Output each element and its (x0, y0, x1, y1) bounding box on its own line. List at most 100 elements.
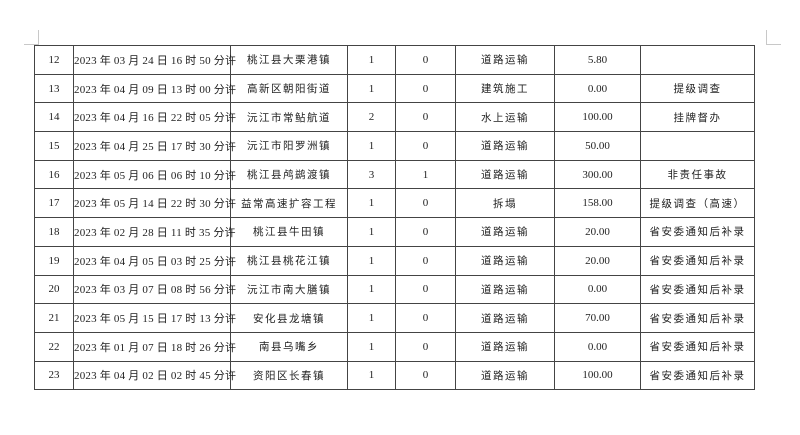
table-row: 22 2023 年 01 月 07 日 18 时 26 分许 南县乌嘴乡 1 0… (34, 331, 755, 362)
cell-time: 2023 年 04 月 02 日 02 时 45 分许 (73, 360, 236, 391)
cell-type: 建筑施工 (455, 73, 555, 104)
cell-injured: 1 (395, 159, 456, 190)
cell-note: 省安委通知后补录 (640, 274, 755, 305)
cell-place: 高新区朝阳街道 (230, 73, 348, 104)
cell-time: 2023 年 04 月 05 日 03 时 25 分许 (73, 245, 236, 276)
cell-type: 道路运输 (455, 303, 555, 333)
cell-loss: 300.00 (554, 159, 641, 190)
cell-type: 道路运输 (455, 159, 555, 190)
table-row: 13 2023 年 04 月 09 日 13 时 00 分许 高新区朝阳街道 1… (34, 73, 755, 104)
cell-time: 2023 年 04 月 09 日 13 时 00 分许 (73, 73, 236, 104)
table-row: 23 2023 年 04 月 02 日 02 时 45 分许 资阳区长春镇 1 … (34, 360, 755, 391)
cell-loss: 100.00 (554, 360, 641, 391)
cell-type: 水上运输 (455, 102, 555, 133)
cell-place: 沅江市阳罗洲镇 (230, 131, 348, 161)
cell-loss: 158.00 (554, 188, 641, 219)
cell-note: 挂牌督办 (640, 102, 755, 133)
page-corner-mark-right (766, 30, 781, 45)
cell-deaths: 1 (347, 274, 396, 305)
cell-injured: 0 (395, 73, 456, 104)
table-row: 16 2023 年 05 月 06 日 06 时 10 分许 桃江县鸬鹚渡镇 3… (34, 159, 755, 190)
cell-injured: 0 (395, 303, 456, 333)
cell-place: 沅江市常鲇航道 (230, 102, 348, 133)
cell-injured: 0 (395, 131, 456, 161)
cell-number: 13 (34, 73, 74, 104)
cell-note: 省安委通知后补录 (640, 303, 755, 333)
cell-deaths: 1 (347, 331, 396, 362)
cell-number: 15 (34, 131, 74, 161)
cell-loss: 0.00 (554, 331, 641, 362)
cell-note (640, 45, 755, 75)
cell-place: 桃江县大栗港镇 (230, 45, 348, 75)
table-row: 17 2023 年 05 月 14 日 22 时 30 分许 益常高速扩容工程 … (34, 188, 755, 219)
cell-type: 道路运输 (455, 45, 555, 75)
cell-type: 道路运输 (455, 131, 555, 161)
cell-time: 2023 年 04 月 16 日 22 时 05 分许 (73, 102, 236, 133)
cell-note: 省安委通知后补录 (640, 245, 755, 276)
cell-deaths: 2 (347, 102, 396, 133)
table-row: 20 2023 年 03 月 07 日 08 时 56 分许 沅江市南大膳镇 1… (34, 274, 755, 305)
cell-note: 省安委通知后补录 (640, 217, 755, 247)
cell-deaths: 1 (347, 217, 396, 247)
cell-place: 益常高速扩容工程 (230, 188, 348, 219)
cell-time: 2023 年 03 月 07 日 08 时 56 分许 (73, 274, 236, 305)
table-row: 19 2023 年 04 月 05 日 03 时 25 分许 桃江县桃花江镇 1… (34, 245, 755, 276)
cell-place: 安化县龙塘镇 (230, 303, 348, 333)
cell-deaths: 1 (347, 131, 396, 161)
cell-time: 2023 年 02 月 28 日 11 时 35 分许 (73, 217, 236, 247)
cell-loss: 50.00 (554, 131, 641, 161)
cell-deaths: 3 (347, 159, 396, 190)
cell-place: 桃江县鸬鹚渡镇 (230, 159, 348, 190)
cell-number: 18 (34, 217, 74, 247)
cell-injured: 0 (395, 102, 456, 133)
cell-injured: 0 (395, 360, 456, 391)
cell-number: 12 (34, 45, 74, 75)
cell-injured: 0 (395, 274, 456, 305)
cell-deaths: 1 (347, 45, 396, 75)
cell-number: 17 (34, 188, 74, 219)
cell-type: 道路运输 (455, 331, 555, 362)
cell-place: 资阳区长春镇 (230, 360, 348, 391)
cell-note: 提级调查（高速） (640, 188, 755, 219)
cell-injured: 0 (395, 217, 456, 247)
cell-number: 14 (34, 102, 74, 133)
page-corner-mark-left (24, 30, 39, 45)
cell-deaths: 1 (347, 245, 396, 276)
cell-loss: 70.00 (554, 303, 641, 333)
cell-loss: 100.00 (554, 102, 641, 133)
cell-time: 2023 年 03 月 24 日 16 时 50 分许 (73, 45, 236, 75)
table-row: 12 2023 年 03 月 24 日 16 时 50 分许 桃江县大栗港镇 1… (34, 45, 755, 75)
table-row: 15 2023 年 04 月 25 日 17 时 30 分许 沅江市阳罗洲镇 1… (34, 131, 755, 161)
cell-note: 非责任事故 (640, 159, 755, 190)
cell-injured: 0 (395, 45, 456, 75)
cell-time: 2023 年 05 月 14 日 22 时 30 分许 (73, 188, 236, 219)
cell-injured: 0 (395, 331, 456, 362)
cell-number: 20 (34, 274, 74, 305)
cell-deaths: 1 (347, 73, 396, 104)
table-row: 18 2023 年 02 月 28 日 11 时 35 分许 桃江县牛田镇 1 … (34, 217, 755, 247)
table-row: 21 2023 年 05 月 15 日 17 时 13 分许 安化县龙塘镇 1 … (34, 303, 755, 333)
cell-type: 拆塌 (455, 188, 555, 219)
cell-number: 22 (34, 331, 74, 362)
cell-type: 道路运输 (455, 274, 555, 305)
cell-place: 沅江市南大膳镇 (230, 274, 348, 305)
cell-place: 桃江县桃花江镇 (230, 245, 348, 276)
accident-table: 12 2023 年 03 月 24 日 16 时 50 分许 桃江县大栗港镇 1… (34, 45, 755, 391)
cell-deaths: 1 (347, 303, 396, 333)
cell-loss: 0.00 (554, 274, 641, 305)
cell-note: 省安委通知后补录 (640, 360, 755, 391)
cell-type: 道路运输 (455, 217, 555, 247)
cell-place: 南县乌嘴乡 (230, 331, 348, 362)
cell-note: 提级调查 (640, 73, 755, 104)
cell-note (640, 131, 755, 161)
cell-place: 桃江县牛田镇 (230, 217, 348, 247)
cell-type: 道路运输 (455, 245, 555, 276)
cell-loss: 0.00 (554, 73, 641, 104)
cell-time: 2023 年 04 月 25 日 17 时 30 分许 (73, 131, 236, 161)
cell-number: 19 (34, 245, 74, 276)
cell-deaths: 1 (347, 188, 396, 219)
table-row: 14 2023 年 04 月 16 日 22 时 05 分许 沅江市常鲇航道 2… (34, 102, 755, 133)
cell-time: 2023 年 05 月 15 日 17 时 13 分许 (73, 303, 236, 333)
cell-number: 16 (34, 159, 74, 190)
cell-loss: 5.80 (554, 45, 641, 75)
